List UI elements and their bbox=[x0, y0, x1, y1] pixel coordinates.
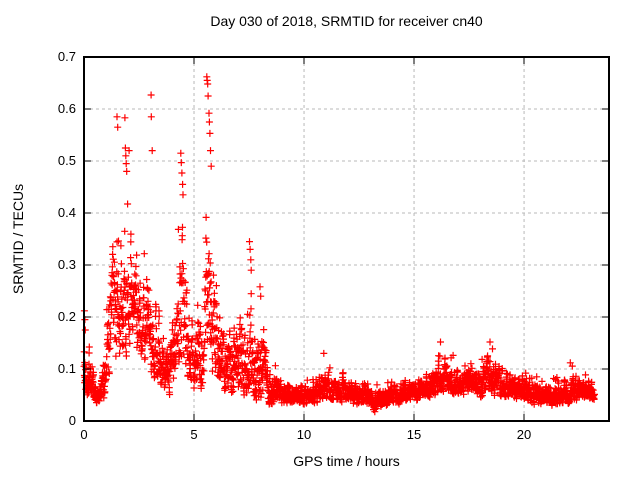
x-tick-label: 20 bbox=[516, 427, 532, 442]
x-tick-label: 10 bbox=[296, 427, 312, 442]
scatter-points bbox=[80, 73, 598, 416]
y-tick-label: 0.3 bbox=[57, 257, 76, 272]
gridlines bbox=[84, 57, 609, 421]
y-tick-label: 0 bbox=[68, 413, 76, 428]
y-tick-label: 0.7 bbox=[57, 49, 76, 64]
x-tick-label: 15 bbox=[406, 427, 422, 442]
x-tick-label: 0 bbox=[80, 427, 88, 442]
y-tick-label: 0.5 bbox=[57, 153, 76, 168]
y-tick-label: 0.6 bbox=[57, 101, 76, 116]
x-tick-label: 5 bbox=[190, 427, 198, 442]
plot-border bbox=[83, 56, 610, 422]
y-tick-label: 0.1 bbox=[57, 361, 76, 376]
chart-title: Day 030 of 2018, SRMTID for receiver cn4… bbox=[210, 13, 483, 29]
x-axis-label: GPS time / hours bbox=[293, 453, 400, 469]
y-tick-label: 0.2 bbox=[57, 309, 76, 324]
y-tick-label: 0.4 bbox=[57, 205, 76, 220]
